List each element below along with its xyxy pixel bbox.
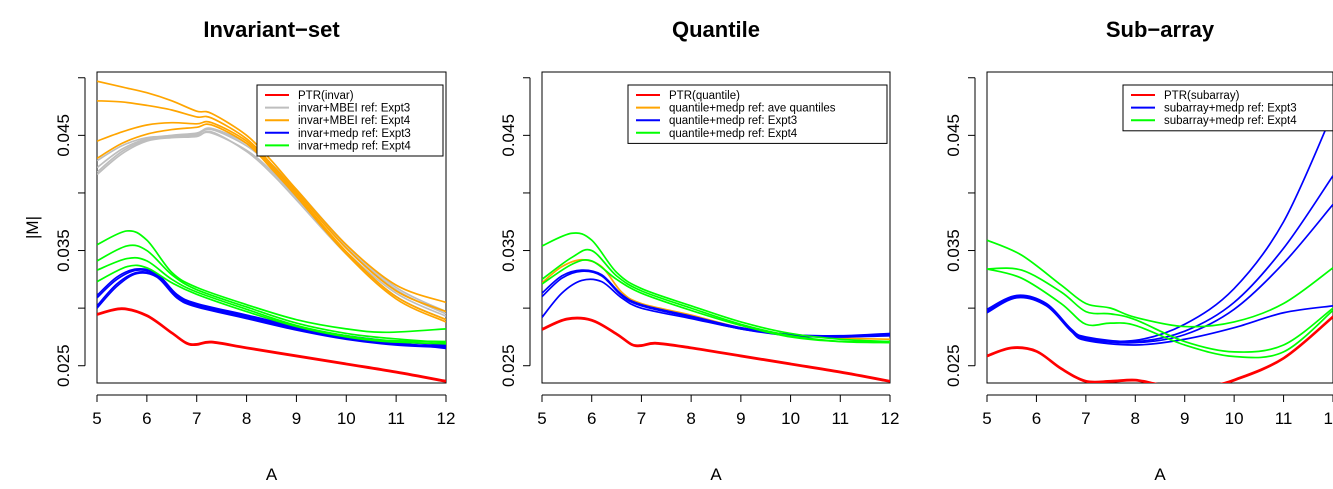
x-tick-label: 7	[637, 409, 646, 428]
x-tick-label: 5	[92, 409, 101, 428]
x-tick-label: 8	[686, 409, 695, 428]
legend-label: invar+medp ref: Expt3	[298, 128, 411, 140]
x-tick-label: 12	[437, 409, 456, 428]
series-line	[97, 99, 446, 313]
chart-panel-1: Invariant−set 5 6 7 8 9 10 11 12 A 0.025 0.035 0.045…	[23, 17, 455, 484]
series-line	[97, 269, 446, 350]
x-tick-label: 8	[242, 409, 251, 428]
series-line	[542, 278, 890, 338]
legend-label: invar+MBEI ref: Expt4	[298, 115, 411, 127]
x-axis-label: A	[1154, 465, 1166, 484]
x-tick-label: 5	[982, 409, 991, 428]
x-tick-label: 11	[387, 409, 405, 428]
x-tick-label: 6	[1032, 409, 1041, 428]
legend: PTR(subarray)subarray+medp ref: Expt3sub…	[1122, 84, 1333, 132]
series-line	[97, 230, 446, 334]
legend-label: PTR(invar)	[298, 90, 354, 102]
x-tick-label: 6	[587, 409, 596, 428]
y-tick-label: 0.045	[944, 114, 963, 157]
series-group	[542, 232, 890, 383]
plot-frame	[541, 71, 891, 384]
series-line	[542, 316, 890, 382]
series-line	[97, 123, 446, 323]
chart-title: Invariant−set	[203, 17, 340, 42]
series-line	[97, 256, 446, 343]
series-line	[97, 267, 446, 346]
series-line	[542, 317, 890, 383]
series-line	[97, 308, 446, 383]
x-tick-label: 7	[192, 409, 201, 428]
legend-box	[627, 84, 888, 144]
series-line	[987, 315, 1333, 383]
series-line	[542, 259, 890, 343]
series-group	[987, 111, 1333, 383]
series-line	[987, 203, 1333, 344]
x-tick-label: 8	[1131, 409, 1140, 428]
chart-title: Sub−array	[1106, 17, 1215, 42]
series-line	[97, 244, 446, 344]
x-tick-label: 9	[736, 409, 745, 428]
legend-box	[256, 84, 444, 157]
legend-label: PTR(subarray)	[1164, 90, 1240, 102]
x-tick-label: 10	[781, 409, 800, 428]
x-tick-label: 6	[142, 409, 151, 428]
legend-label: PTR(quantile)	[669, 90, 740, 102]
x-axis-label: A	[710, 465, 722, 484]
y-tick-label: 0.045	[54, 114, 73, 157]
series-line	[97, 120, 446, 321]
y-tick-label: 0.025	[944, 344, 963, 387]
series-line	[97, 307, 446, 382]
legend-label: quantile+medp ref: Expt3	[669, 115, 797, 127]
series-line	[987, 111, 1333, 343]
series-line	[97, 80, 446, 304]
series-line	[97, 272, 446, 349]
y-tick-label: 0.025	[54, 344, 73, 387]
series-line	[987, 316, 1333, 383]
x-tick-label: 10	[337, 409, 356, 428]
y-axis-label: |M|	[23, 216, 42, 239]
chart-title: Quantile	[672, 17, 760, 42]
x-tick-label: 11	[831, 409, 849, 428]
series-line	[97, 128, 446, 315]
plot-frame	[96, 71, 447, 384]
y-tick-label: 0.035	[499, 229, 518, 272]
chart-panel-2: Quantile 5 6 7 8 9 10 11 12 A 0.025 0.035 0.045 PTR(q…	[499, 17, 899, 484]
series-line	[987, 268, 1333, 359]
legend-label: invar+medp ref: Expt4	[298, 140, 411, 152]
legend-box	[1122, 84, 1333, 132]
x-tick-label: 9	[292, 409, 301, 428]
y-tick-label: 0.035	[54, 229, 73, 272]
x-tick-label: 9	[1180, 409, 1189, 428]
x-tick-label: 11	[1275, 409, 1293, 428]
x-tick-label: 10	[1225, 409, 1244, 428]
series-line	[987, 175, 1333, 343]
legend-label: invar+MBEI ref: Expt3	[298, 103, 410, 115]
series-line	[97, 264, 446, 345]
legend: PTR(quantile)quantile+medp ref: ave quan…	[627, 84, 888, 144]
series-group	[97, 80, 446, 383]
plot-frame	[986, 71, 1333, 384]
chart-panel-3: Sub−array 5 6 7 8 9 10 11 12 A 0.025 0.035 0.045 PTR(…	[944, 17, 1333, 484]
legend-label: subarray+medp ref: Expt3	[1164, 103, 1297, 115]
x-tick-label: 7	[1081, 409, 1090, 428]
y-tick-label: 0.045	[499, 114, 518, 157]
legend-label: quantile+medp ref: ave quantiles	[669, 103, 836, 115]
x-tick-label: 5	[537, 409, 546, 428]
series-line	[987, 239, 1333, 328]
legend: PTR(invar)invar+MBEI ref: Expt3invar+MBE…	[256, 84, 444, 157]
series-line	[542, 232, 890, 343]
x-tick-label: 12	[881, 409, 900, 428]
x-tick-label: 12	[1324, 409, 1333, 428]
series-line	[987, 267, 1333, 353]
series-line	[542, 270, 890, 338]
legend-label: subarray+medp ref: Expt4	[1164, 115, 1297, 127]
legend-label: quantile+medp ref: Expt4	[669, 128, 798, 140]
series-line	[987, 296, 1333, 346]
series-line	[97, 270, 446, 347]
y-tick-label: 0.035	[944, 229, 963, 272]
y-tick-label: 0.025	[499, 344, 518, 387]
x-axis-label: A	[266, 465, 278, 484]
series-line	[542, 248, 890, 344]
